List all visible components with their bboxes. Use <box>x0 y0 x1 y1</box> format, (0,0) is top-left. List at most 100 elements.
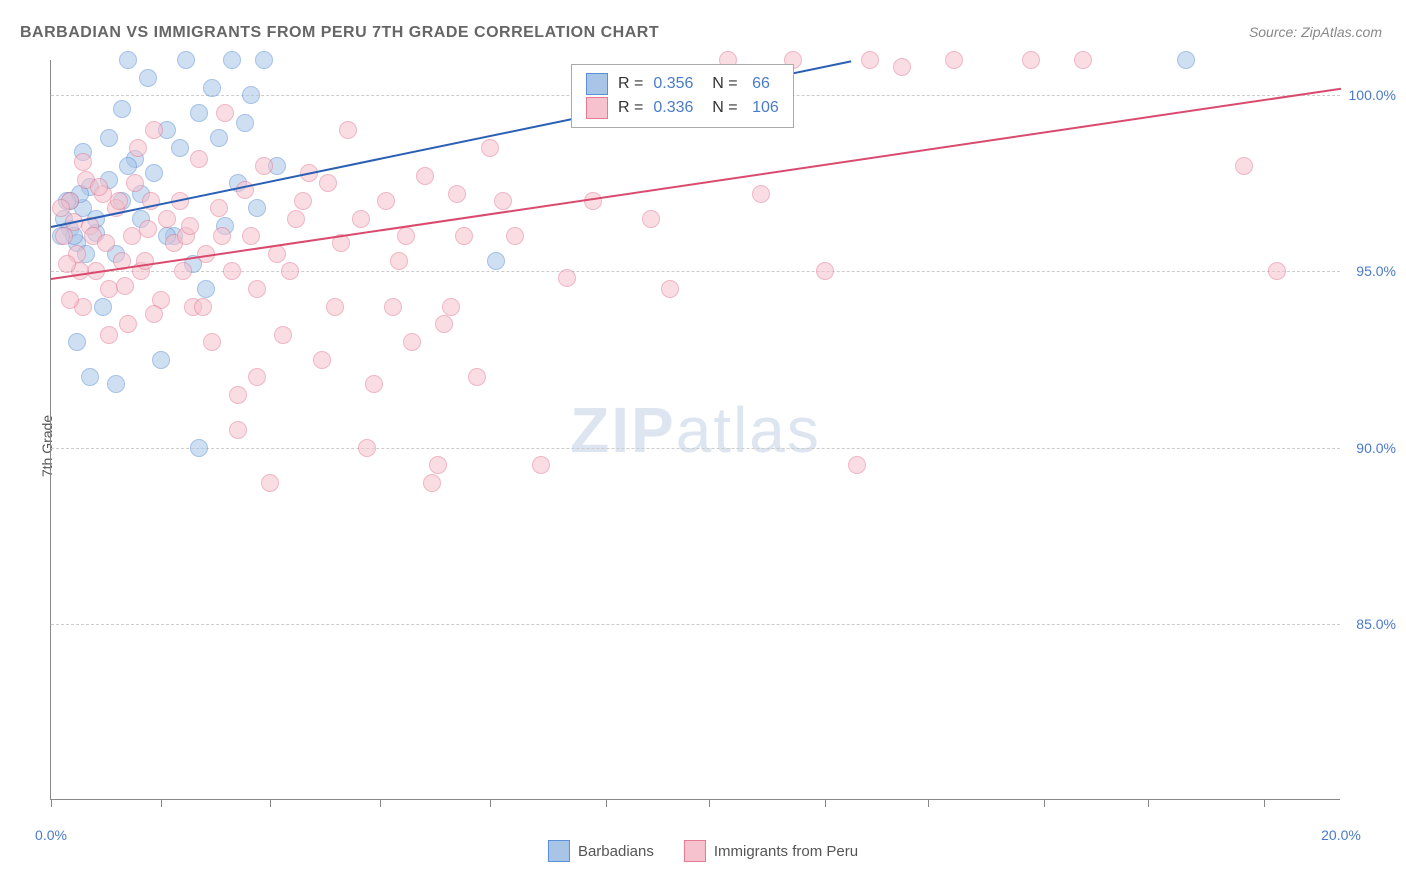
scatter-point <box>281 262 299 280</box>
scatter-point <box>129 139 147 157</box>
x-tick <box>606 799 607 807</box>
x-tick <box>825 799 826 807</box>
x-tick <box>709 799 710 807</box>
legend-text: N = <box>703 75 737 93</box>
chart-title: BARBADIAN VS IMMIGRANTS FROM PERU 7TH GR… <box>20 24 659 42</box>
scatter-point <box>177 51 195 69</box>
scatter-point <box>377 192 395 210</box>
scatter-point <box>97 234 115 252</box>
scatter-point <box>326 298 344 316</box>
scatter-point <box>532 456 550 474</box>
y-tick-label: 100.0% <box>1349 87 1396 103</box>
x-tick <box>1148 799 1149 807</box>
scatter-point <box>384 298 402 316</box>
scatter-point <box>203 79 221 97</box>
scatter-point <box>119 157 137 175</box>
scatter-point <box>229 386 247 404</box>
scatter-point <box>119 51 137 69</box>
scatter-point <box>100 326 118 344</box>
y-tick-label: 95.0% <box>1356 263 1396 279</box>
scatter-point <box>58 255 76 273</box>
scatter-point <box>494 192 512 210</box>
swatch-icon <box>586 73 608 95</box>
scatter-point <box>248 368 266 386</box>
x-tick <box>1264 799 1265 807</box>
scatter-point <box>242 86 260 104</box>
scatter-point <box>390 252 408 270</box>
source-label: Source: ZipAtlas.com <box>1249 24 1382 40</box>
scatter-point <box>1074 51 1092 69</box>
scatter-point <box>139 69 157 87</box>
scatter-point <box>1235 157 1253 175</box>
legend-r-value: 0.336 <box>653 99 693 117</box>
scatter-point <box>139 220 157 238</box>
scatter-point <box>661 280 679 298</box>
x-tick <box>161 799 162 807</box>
scatter-point <box>248 199 266 217</box>
scatter-point <box>945 51 963 69</box>
scatter-point <box>339 121 357 139</box>
scatter-point <box>435 315 453 333</box>
scatter-point <box>255 51 273 69</box>
scatter-point <box>61 291 79 309</box>
scatter-point <box>365 375 383 393</box>
scatter-point <box>423 474 441 492</box>
scatter-point <box>100 280 118 298</box>
chart-container: BARBADIAN VS IMMIGRANTS FROM PERU 7TH GR… <box>0 0 1406 892</box>
legend-n-value: 106 <box>748 99 779 117</box>
legend-label: Immigrants from Peru <box>714 843 858 860</box>
scatter-point <box>145 121 163 139</box>
legend-text: N = <box>703 99 737 117</box>
swatch-icon <box>548 840 570 862</box>
scatter-point <box>248 280 266 298</box>
scatter-point <box>455 227 473 245</box>
scatter-point <box>190 104 208 122</box>
scatter-point <box>107 375 125 393</box>
scatter-point <box>100 129 118 147</box>
scatter-point <box>152 351 170 369</box>
scatter-point <box>210 129 228 147</box>
scatter-point <box>90 178 108 196</box>
stats-legend: R = 0.356 N = 66R = 0.336 N = 106 <box>571 64 794 128</box>
scatter-point <box>242 227 260 245</box>
scatter-point <box>848 456 866 474</box>
x-tick-label: 20.0% <box>1321 827 1361 843</box>
legend-text: R = <box>618 75 643 93</box>
scatter-point <box>403 333 421 351</box>
scatter-point <box>893 58 911 76</box>
plot-area: ZIPatlas 85.0%90.0%95.0%100.0%0.0%20.0%R… <box>50 60 1340 800</box>
y-tick-label: 90.0% <box>1356 440 1396 456</box>
scatter-point <box>481 139 499 157</box>
x-tick <box>1044 799 1045 807</box>
scatter-point <box>110 192 128 210</box>
scatter-point <box>216 104 234 122</box>
legend-n-value: 66 <box>748 75 770 93</box>
x-tick <box>51 799 52 807</box>
scatter-point <box>194 298 212 316</box>
scatter-point <box>190 150 208 168</box>
scatter-point <box>294 192 312 210</box>
legend-text: R = <box>618 99 643 117</box>
legend-r-value: 0.356 <box>653 75 693 93</box>
scatter-point <box>255 157 273 175</box>
scatter-point <box>116 277 134 295</box>
scatter-point <box>236 114 254 132</box>
scatter-point <box>429 456 447 474</box>
scatter-point <box>190 439 208 457</box>
scatter-point <box>319 174 337 192</box>
stats-legend-row: R = 0.356 N = 66 <box>586 73 779 95</box>
swatch-icon <box>684 840 706 862</box>
scatter-point <box>861 51 879 69</box>
scatter-point <box>145 164 163 182</box>
scatter-point <box>468 368 486 386</box>
scatter-point <box>229 421 247 439</box>
scatter-point <box>416 167 434 185</box>
scatter-point <box>113 100 131 118</box>
scatter-point <box>274 326 292 344</box>
scatter-point <box>158 210 176 228</box>
scatter-point <box>174 262 192 280</box>
x-tick-label: 0.0% <box>35 827 67 843</box>
scatter-point <box>94 298 112 316</box>
legend-item-peru: Immigrants from Peru <box>684 840 858 862</box>
scatter-point <box>506 227 524 245</box>
